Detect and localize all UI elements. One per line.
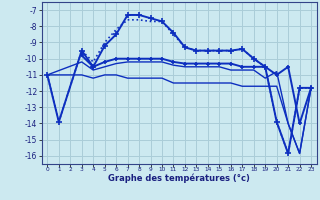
X-axis label: Graphe des températures (°c): Graphe des températures (°c) [108, 174, 250, 183]
